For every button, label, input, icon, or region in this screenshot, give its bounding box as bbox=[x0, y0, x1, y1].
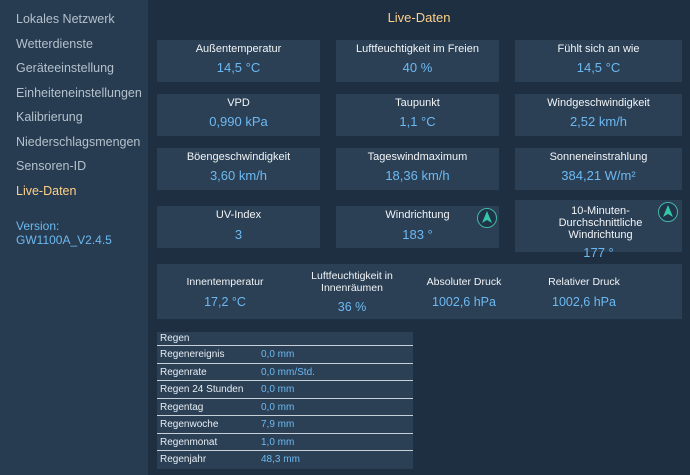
rain-row-label: Regenwoche bbox=[160, 419, 219, 430]
rain-row-value: 1,0 mm bbox=[261, 436, 295, 448]
rain-row-label: Regenrate bbox=[160, 366, 207, 378]
relative-pressure: Relativer Druck 1002,6 hPa bbox=[532, 276, 636, 309]
rain-row-value: 48,3 mm bbox=[261, 454, 300, 465]
card-daily-wind-max: Tageswindmaximum 18,36 km/h bbox=[336, 148, 499, 190]
wind-direction-arrow-icon bbox=[477, 208, 497, 228]
card-label: Böengeschwindigkeit bbox=[186, 151, 291, 163]
card-label: Luftfeuchtigkeit im Freien bbox=[356, 43, 479, 55]
sidebar-item-live-daten[interactable]: Live-Daten bbox=[16, 183, 77, 198]
rain-row-label: Regenmonat bbox=[160, 436, 218, 448]
table-row: Regenmonat 1,0 mm bbox=[157, 434, 413, 451]
indoor-panel: Innentemperatur 17,2 °C Luftfeuchtigkeit… bbox=[157, 264, 682, 319]
sidebar-item-sensoren-id[interactable]: Sensoren-ID bbox=[16, 159, 87, 173]
absolute-pressure: Absoluter Druck 1002,6 hPa bbox=[412, 276, 516, 309]
sidebar-item-lokales-netzwerk[interactable]: Lokales Netzwerk bbox=[16, 12, 115, 26]
card-value: 40 % bbox=[402, 60, 433, 75]
card-label: Windgeschwindigkeit bbox=[547, 97, 650, 109]
rain-row-label: Regenjahr bbox=[160, 454, 207, 465]
indoor-temperature: Innentemperatur 17,2 °C bbox=[168, 276, 282, 309]
card-label: 10-Minuten-Durchschnittliche Windrichtun… bbox=[558, 205, 643, 241]
rain-row-value: 0,0 mm/Std. bbox=[261, 366, 315, 378]
table-row: Regentag 0,0 mm bbox=[157, 399, 413, 416]
card-value: 3,60 km/h bbox=[209, 168, 268, 183]
indoor-humidity: Luftfeuchtigkeit in Innenräumen 36 % bbox=[294, 270, 410, 314]
card-outdoor-humidity: Luftfeuchtigkeit im Freien 40 % bbox=[336, 40, 499, 82]
rain-table-title: Regen bbox=[157, 332, 413, 346]
sidebar-item-wetterdienste[interactable]: Wetterdienste bbox=[16, 36, 93, 51]
card-label: Außentemperatur bbox=[195, 43, 282, 55]
card-value: 0,990 kPa bbox=[209, 114, 268, 129]
card-value: 1,1 °C bbox=[399, 114, 436, 129]
card-vpd: VPD 0,990 kPa bbox=[157, 94, 320, 136]
card-solar-radiation: Sonneneinstrahlung 384,21 W/m² bbox=[515, 148, 682, 190]
indoor-value: 17,2 °C bbox=[204, 294, 246, 309]
card-label: UV-Index bbox=[215, 209, 262, 221]
card-value: 3 bbox=[234, 227, 243, 242]
card-dew-point: Taupunkt 1,1 °C bbox=[336, 94, 499, 136]
indoor-label: Relativer Druck bbox=[548, 276, 620, 288]
card-label: Tageswindmaximum bbox=[367, 151, 468, 163]
indoor-label: Innentemperatur bbox=[186, 276, 264, 288]
card-label: Sonneneinstrahlung bbox=[549, 151, 648, 163]
sidebar-item-niederschlagsmengen[interactable]: Niederschlagsmengen bbox=[16, 134, 141, 149]
card-gust-speed: Böengeschwindigkeit 3,60 km/h bbox=[157, 148, 320, 190]
card-wind-direction: Windrichtung 183 ° bbox=[336, 206, 499, 248]
rain-row-label: Regenereignis bbox=[160, 349, 225, 360]
sidebar-item-kalibrierung[interactable]: Kalibrierung bbox=[16, 110, 83, 124]
table-row: Regenrate 0,0 mm/Std. bbox=[157, 364, 413, 381]
card-wind-speed: Windgeschwindigkeit 2,52 km/h bbox=[515, 94, 682, 136]
card-label: Windrichtung bbox=[385, 209, 450, 221]
card-label: Taupunkt bbox=[395, 97, 440, 109]
card-label: Fühlt sich an wie bbox=[557, 43, 640, 55]
wind-direction-avg-arrow-icon bbox=[658, 202, 678, 222]
card-uv-index: UV-Index 3 bbox=[157, 206, 320, 248]
sidebar: Lokales Netzwerk Wetterdienste Geräteein… bbox=[0, 0, 148, 475]
rain-table: Regen Regenereignis 0,0 mm Regenrate 0,0… bbox=[157, 332, 413, 469]
card-value: 177 ° bbox=[583, 245, 614, 260]
indoor-value: 1002,6 hPa bbox=[552, 294, 616, 309]
page-title: Live-Daten bbox=[387, 10, 451, 25]
indoor-label: Absoluter Druck bbox=[426, 276, 502, 288]
rain-row-label: Regentag bbox=[160, 401, 204, 413]
card-value: 2,52 km/h bbox=[569, 114, 628, 129]
card-wind-direction-avg: 10-Minuten-Durchschnittliche Windrichtun… bbox=[515, 200, 682, 260]
version-label: Version: bbox=[16, 219, 60, 233]
card-value: 14,5 °C bbox=[576, 60, 621, 75]
rain-row-value: 0,0 mm bbox=[261, 384, 295, 395]
card-value: 18,36 km/h bbox=[385, 168, 450, 183]
sidebar-item-geraeteeinstellung[interactable]: Geräteeinstellung bbox=[16, 61, 114, 75]
indoor-value: 36 % bbox=[337, 300, 367, 314]
rain-row-value: 0,0 mm bbox=[261, 401, 295, 413]
rain-row-label: Regen 24 Stunden bbox=[160, 384, 244, 395]
card-label: VPD bbox=[227, 97, 250, 109]
version-value: GW1100A_V2.4.5 bbox=[16, 233, 112, 247]
card-value: 14,5 °C bbox=[216, 60, 261, 75]
card-feels-like: Fühlt sich an wie 14,5 °C bbox=[515, 40, 682, 82]
sidebar-item-einheiteneinstellungen[interactable]: Einheiteneinstellungen bbox=[16, 85, 142, 100]
table-row: Regenereignis 0,0 mm bbox=[157, 346, 413, 364]
table-row: Regenwoche 7,9 mm bbox=[157, 416, 413, 434]
table-row: Regen 24 Stunden 0,0 mm bbox=[157, 381, 413, 399]
indoor-label: Luftfeuchtigkeit in Innenräumen bbox=[311, 270, 393, 294]
table-row: Regenjahr 48,3 mm bbox=[157, 451, 413, 469]
main-content: Live-Daten Außentemperatur 14,5 °C Luftf… bbox=[148, 0, 690, 475]
card-outdoor-temperature: Außentemperatur 14,5 °C bbox=[157, 40, 320, 82]
card-value: 384,21 W/m² bbox=[561, 168, 636, 183]
rain-row-value: 0,0 mm bbox=[261, 349, 295, 360]
indoor-value: 1002,6 hPa bbox=[432, 294, 496, 309]
version-info: Version: GW1100A_V2.4.5 bbox=[16, 219, 112, 247]
rain-row-value: 7,9 mm bbox=[261, 419, 295, 430]
card-value: 183 ° bbox=[402, 227, 433, 242]
